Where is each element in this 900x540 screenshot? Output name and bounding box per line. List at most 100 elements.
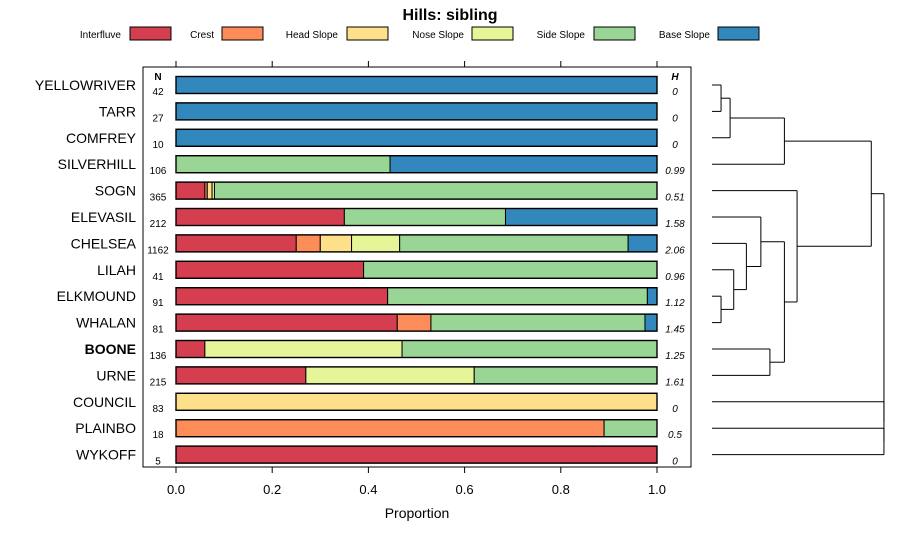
- x-tick-label: 1.0: [648, 482, 666, 497]
- category-label: COUNCIL: [73, 394, 136, 410]
- legend-label: Crest: [190, 30, 214, 41]
- legend-swatch: [221, 26, 264, 41]
- category-label: WHALAN: [76, 315, 136, 331]
- category-label: PLAINBO: [75, 420, 136, 436]
- legend-swatch: [593, 26, 636, 41]
- bar-segment: [343, 208, 506, 226]
- category-label: WYKOFF: [76, 447, 136, 463]
- chart-title: Hills: sibling: [402, 7, 497, 24]
- bar-segment: [305, 366, 475, 385]
- n-value: 81: [152, 325, 164, 336]
- bar-outline: [175, 234, 658, 253]
- category-label: URNE: [96, 367, 136, 383]
- bar-outline: [175, 392, 658, 411]
- n-value: 136: [150, 351, 167, 362]
- category-label: SILVERHILL: [58, 156, 137, 172]
- bar-outline: [175, 260, 658, 279]
- bar-segment: [644, 313, 658, 332]
- category-label: BOONE: [85, 341, 136, 357]
- bar-outline: [175, 366, 658, 385]
- bar-segment: [430, 313, 646, 332]
- category-label: ELEVASIL: [71, 209, 136, 225]
- legend-label: Base Slope: [659, 30, 711, 41]
- dendrogram: [712, 84, 885, 456]
- h-value: 0: [672, 457, 678, 468]
- legend-label: Side Slope: [537, 30, 586, 41]
- h-value: 2.06: [664, 245, 685, 256]
- bar-segment: [603, 419, 658, 438]
- plot-panel: N H 42 0 27 0 10 0 106 0.99 365 0.51 212 1.58 1162 2.06…: [142, 61, 692, 497]
- bar-segment: [175, 102, 658, 121]
- n-value: 10: [152, 140, 164, 151]
- bar-segment: [204, 340, 403, 358]
- h-value: 0: [672, 404, 678, 415]
- bar-segment: [175, 366, 307, 385]
- bar-segment: [175, 155, 391, 174]
- n-value: 5: [155, 457, 161, 468]
- h-value: 1.25: [665, 351, 685, 362]
- n-column-header: N: [154, 72, 161, 83]
- bar-segment: [175, 445, 658, 464]
- h-value: 0.51: [665, 193, 684, 204]
- x-tick-label: 0.0: [167, 482, 185, 497]
- bar-outline: [175, 181, 658, 200]
- category-label: COMFREY: [66, 130, 137, 146]
- bar-outline: [175, 419, 658, 438]
- legend-swatch: [129, 26, 172, 41]
- bar-outline: [175, 339, 658, 359]
- bar-outline: [175, 207, 658, 227]
- panel-border: [142, 66, 692, 468]
- bar-segment: [473, 366, 658, 385]
- x-tick-label: 0.4: [359, 482, 377, 497]
- x-tick-label: 0.6: [456, 482, 474, 497]
- bar-outline: [175, 313, 658, 332]
- bar-segment: [396, 313, 432, 332]
- bar-segment: [295, 234, 321, 253]
- n-value: 42: [152, 87, 164, 98]
- legend-swatch: [717, 26, 760, 41]
- h-value: 0.96: [665, 272, 685, 283]
- n-value: 215: [150, 377, 167, 388]
- bar-segment: [387, 287, 648, 306]
- bar-outline: [175, 128, 658, 148]
- x-tick-label: 0.8: [552, 482, 570, 497]
- bar-segment: [175, 313, 398, 332]
- bar-segment: [175, 76, 658, 94]
- bar-segment: [175, 128, 658, 147]
- n-value: 1162: [147, 245, 169, 256]
- legend-label: Head Slope: [286, 30, 339, 41]
- bar-outline: [175, 445, 658, 464]
- bar-segment: [175, 392, 658, 411]
- bar-outline: [175, 154, 658, 174]
- category-label: YELLOWRIVER: [35, 77, 136, 93]
- bar-segment: [363, 260, 658, 279]
- category-label: SOGN: [95, 183, 136, 199]
- bar-segment: [175, 287, 389, 306]
- legend-label: Nose Slope: [412, 30, 464, 41]
- n-value: 27: [152, 113, 164, 124]
- bar-segment: [351, 234, 401, 253]
- bar-segment: [213, 181, 658, 200]
- n-value: 106: [150, 166, 167, 177]
- legend-label: Interfluve: [80, 30, 122, 41]
- category-label: LILAH: [97, 262, 136, 278]
- bar-segment: [389, 155, 658, 174]
- bar-segment: [175, 260, 365, 279]
- x-axis-label: Proportion: [385, 505, 450, 521]
- bar-outline: [175, 75, 658, 95]
- bar-segment: [627, 234, 658, 253]
- h-value: 1.61: [665, 377, 684, 388]
- h-value: 1.58: [665, 219, 685, 230]
- h-value: 0.99: [665, 166, 685, 177]
- bar-segment: [401, 340, 658, 358]
- bar-segment: [175, 234, 297, 253]
- h-value: 0.5: [668, 430, 682, 441]
- category-label: CHELSEA: [71, 235, 137, 251]
- bar-segment: [175, 340, 206, 358]
- n-value: 41: [152, 272, 164, 283]
- bar-segment: [646, 287, 658, 306]
- bar-segment: [319, 234, 353, 253]
- n-value: 365: [150, 193, 167, 204]
- h-value: 0: [672, 87, 678, 98]
